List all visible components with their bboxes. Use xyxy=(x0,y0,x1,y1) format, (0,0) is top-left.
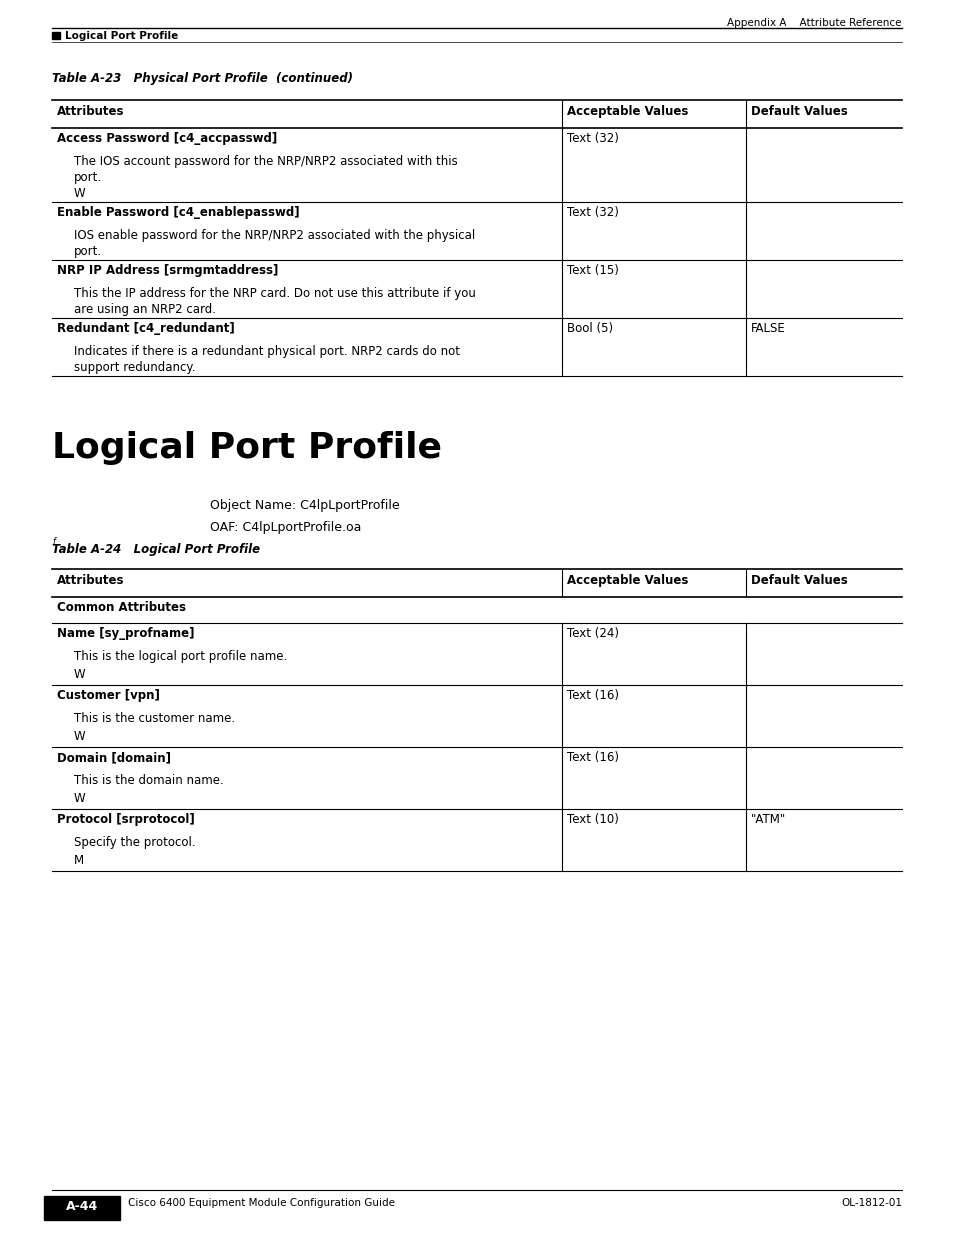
Text: Table A-24   Logical Port Profile: Table A-24 Logical Port Profile xyxy=(52,543,260,556)
Text: The IOS account password for the NRP/NRP2 associated with this: The IOS account password for the NRP/NRP… xyxy=(74,156,457,168)
Text: Table A-23   Physical Port Profile  (continued): Table A-23 Physical Port Profile (contin… xyxy=(52,72,353,85)
Text: This is the customer name.: This is the customer name. xyxy=(74,713,234,725)
Text: Domain [domain]: Domain [domain] xyxy=(57,751,171,764)
Text: Acceptable Values: Acceptable Values xyxy=(566,574,688,587)
Text: Acceptable Values: Acceptable Values xyxy=(566,105,688,119)
Text: OL-1812-01: OL-1812-01 xyxy=(841,1198,901,1208)
Text: are using an NRP2 card.: are using an NRP2 card. xyxy=(74,303,215,316)
Text: port.: port. xyxy=(74,245,102,258)
Bar xyxy=(52,32,60,40)
Text: Specify the protocol.: Specify the protocol. xyxy=(74,836,195,848)
Text: IOS enable password for the NRP/NRP2 associated with the physical: IOS enable password for the NRP/NRP2 ass… xyxy=(74,228,475,242)
Text: OAF: C4lpLportProfile.oa: OAF: C4lpLportProfile.oa xyxy=(210,521,361,534)
Text: Attributes: Attributes xyxy=(57,574,125,587)
Text: Protocol [srprotocol]: Protocol [srprotocol] xyxy=(57,813,194,826)
Text: Logical Port Profile: Logical Port Profile xyxy=(52,431,441,466)
Bar xyxy=(44,1195,120,1220)
Text: This is the domain name.: This is the domain name. xyxy=(74,774,224,787)
Text: NRP IP Address [srmgmtaddress]: NRP IP Address [srmgmtaddress] xyxy=(57,264,278,277)
Text: Customer [vpn]: Customer [vpn] xyxy=(57,689,160,701)
Text: Text (24): Text (24) xyxy=(566,627,618,640)
Text: Indicates if there is a redundant physical port. NRP2 cards do not: Indicates if there is a redundant physic… xyxy=(74,345,459,358)
Text: f: f xyxy=(52,537,55,546)
Text: M: M xyxy=(74,853,84,867)
Text: Text (15): Text (15) xyxy=(566,264,618,277)
Text: Redundant [c4_redundant]: Redundant [c4_redundant] xyxy=(57,322,234,335)
Text: Access Password [c4_accpasswd]: Access Password [c4_accpasswd] xyxy=(57,132,277,144)
Text: This is the logical port profile name.: This is the logical port profile name. xyxy=(74,650,287,663)
Text: W: W xyxy=(74,186,86,200)
Text: W: W xyxy=(74,730,86,743)
Text: W: W xyxy=(74,668,86,680)
Text: support redundancy.: support redundancy. xyxy=(74,361,195,374)
Text: Name [sy_profname]: Name [sy_profname] xyxy=(57,627,194,640)
Text: Common Attributes: Common Attributes xyxy=(57,601,186,614)
Text: Object Name: C4lpLportProfile: Object Name: C4lpLportProfile xyxy=(210,499,399,513)
Text: Bool (5): Bool (5) xyxy=(566,322,613,335)
Text: This the IP address for the NRP card. Do not use this attribute if you: This the IP address for the NRP card. Do… xyxy=(74,287,476,300)
Text: Logical Port Profile: Logical Port Profile xyxy=(65,31,178,41)
Text: Text (10): Text (10) xyxy=(566,813,618,826)
Text: Text (32): Text (32) xyxy=(566,206,618,219)
Text: port.: port. xyxy=(74,170,102,184)
Text: Attributes: Attributes xyxy=(57,105,125,119)
Text: "ATM": "ATM" xyxy=(750,813,785,826)
Text: FALSE: FALSE xyxy=(750,322,785,335)
Text: Text (32): Text (32) xyxy=(566,132,618,144)
Text: Default Values: Default Values xyxy=(750,574,847,587)
Text: W: W xyxy=(74,792,86,805)
Text: A-44: A-44 xyxy=(66,1200,98,1213)
Text: Default Values: Default Values xyxy=(750,105,847,119)
Text: Cisco 6400 Equipment Module Configuration Guide: Cisco 6400 Equipment Module Configuratio… xyxy=(128,1198,395,1208)
Text: Text (16): Text (16) xyxy=(566,689,618,701)
Text: Appendix A    Attribute Reference: Appendix A Attribute Reference xyxy=(727,19,901,28)
Text: Enable Password [c4_enablepasswd]: Enable Password [c4_enablepasswd] xyxy=(57,206,299,219)
Text: Text (16): Text (16) xyxy=(566,751,618,764)
